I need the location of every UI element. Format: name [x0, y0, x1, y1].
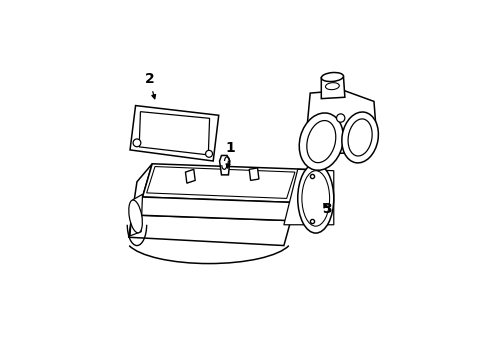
Polygon shape — [139, 112, 209, 155]
Polygon shape — [219, 156, 229, 175]
Ellipse shape — [297, 164, 333, 233]
Ellipse shape — [205, 150, 212, 157]
Polygon shape — [284, 169, 333, 225]
Polygon shape — [185, 169, 195, 183]
Text: 1: 1 — [224, 141, 234, 168]
Ellipse shape — [301, 171, 329, 226]
Ellipse shape — [128, 200, 142, 233]
Polygon shape — [142, 164, 307, 203]
Ellipse shape — [347, 119, 371, 156]
Ellipse shape — [341, 112, 378, 163]
Polygon shape — [249, 168, 259, 180]
Ellipse shape — [306, 121, 335, 163]
Polygon shape — [135, 197, 297, 221]
Polygon shape — [130, 194, 142, 236]
Polygon shape — [130, 105, 218, 161]
Ellipse shape — [133, 139, 141, 147]
Text: 2: 2 — [144, 72, 155, 99]
Polygon shape — [321, 76, 344, 99]
Ellipse shape — [325, 83, 339, 90]
Ellipse shape — [321, 72, 343, 82]
Ellipse shape — [336, 114, 344, 122]
Ellipse shape — [299, 113, 343, 170]
Polygon shape — [128, 164, 152, 237]
Polygon shape — [305, 90, 376, 154]
Text: 3: 3 — [322, 202, 331, 216]
Polygon shape — [146, 167, 294, 198]
Polygon shape — [128, 215, 290, 246]
